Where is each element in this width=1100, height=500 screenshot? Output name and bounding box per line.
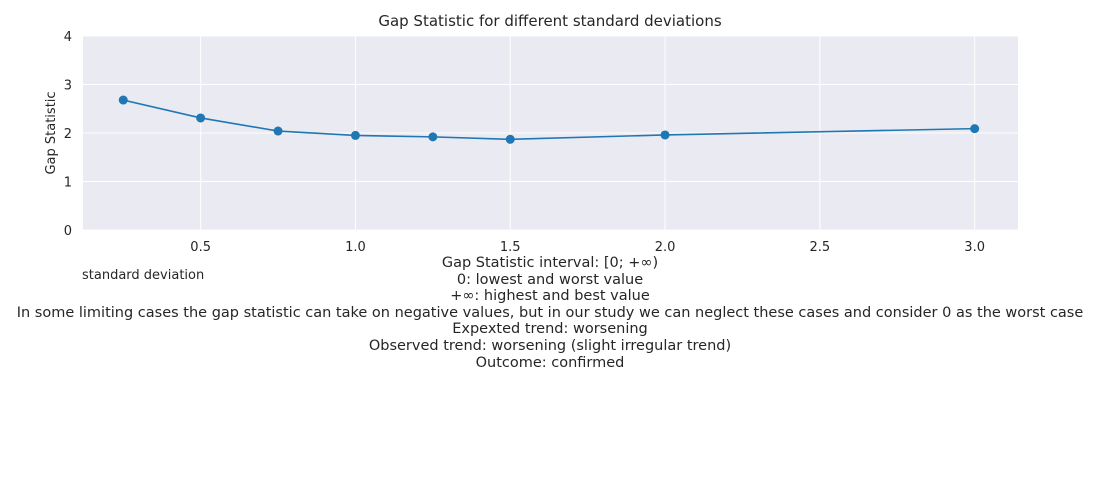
data-point xyxy=(660,130,670,140)
y-tick-label: 1 xyxy=(64,176,72,191)
data-point xyxy=(505,134,515,144)
y-axis-label: Gap Statistic xyxy=(44,91,59,174)
caption-interval: Gap Statistic interval: [0; +∞) xyxy=(441,255,659,271)
x-tick-label: 0.5 xyxy=(190,240,211,255)
axis-ticks: 0.5 1.0 1.5 2.0 2.5 3.0 0 1 2 3 4 xyxy=(64,30,985,255)
data-point xyxy=(196,113,206,123)
chart-caption: Gap Statistic interval: [0; +∞) 0: lowes… xyxy=(0,255,1100,371)
x-axis-label: standard deviation xyxy=(82,268,204,283)
x-tick-label: 2.0 xyxy=(655,240,676,255)
y-tick-label: 2 xyxy=(64,127,72,142)
y-tick-label: 3 xyxy=(64,79,72,94)
caption-outcome: Outcome: confirmed xyxy=(475,354,625,371)
data-series xyxy=(118,95,980,144)
x-tick-label: 1.5 xyxy=(500,240,521,255)
caption-expected-trend: Expexted trend: worsening xyxy=(452,321,648,338)
series-line xyxy=(123,99,975,141)
y-tick-label: 0 xyxy=(64,224,72,239)
caption-note: In some limiting cases the gap statistic… xyxy=(16,304,1084,321)
caption-observed-trend: Observed trend: worsening (slight irregu… xyxy=(368,337,732,354)
data-point xyxy=(428,132,438,142)
data-point xyxy=(970,124,980,134)
grid-lines xyxy=(83,35,1018,231)
data-point xyxy=(350,130,360,140)
data-point xyxy=(273,126,283,136)
x-tick-label: 1.0 xyxy=(345,240,366,255)
data-point xyxy=(118,95,128,105)
y-tick-label: 4 xyxy=(64,30,72,45)
x-tick-label: 2.5 xyxy=(810,240,831,255)
x-tick-label: 3.0 xyxy=(964,240,985,255)
caption-lowest: 0: lowest and worst value xyxy=(456,271,644,288)
caption-highest: +∞: highest and best value xyxy=(450,288,650,305)
chart-title: Gap Statistic for different standard dev… xyxy=(378,12,722,30)
